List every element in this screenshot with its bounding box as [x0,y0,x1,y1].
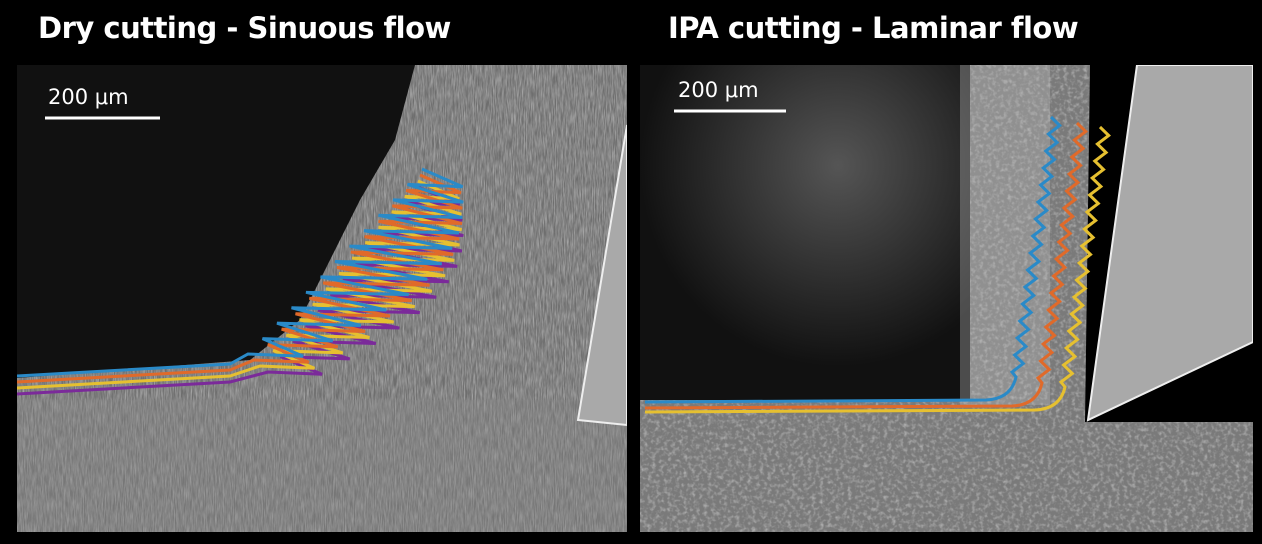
panel-title: IPA cutting - Laminar flow [668,11,1078,45]
lower-workpiece [17,400,627,532]
texture [1070,422,1253,532]
right-image [640,65,1253,532]
page: Dry cutting - Sinuous flow 200 μm IPA cu… [0,0,1262,544]
scale-label: 200 μm [48,85,129,109]
figure: Dry cutting - Sinuous flow 200 μm IPA cu… [0,0,1262,544]
left-image [17,65,627,532]
scale-label: 200 μm [678,78,759,102]
panel-title: Dry cutting - Sinuous flow [38,11,451,45]
chip-dark [640,65,970,400]
